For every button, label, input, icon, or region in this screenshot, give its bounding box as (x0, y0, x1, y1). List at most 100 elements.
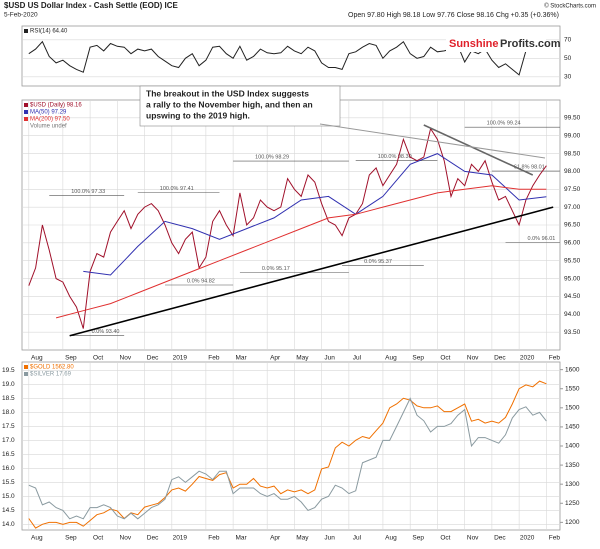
legend-entry: Volume undef (30, 124, 67, 130)
series-line (83, 153, 547, 276)
annotation-box (139, 85, 341, 127)
x-tick-label: Jun (324, 355, 335, 362)
fib-label: 0.0% 96.01 (528, 236, 556, 242)
legend-swatch (24, 110, 28, 114)
y-tick-label: 97.50 (564, 186, 581, 193)
y2-tick-label: 1550 (565, 385, 580, 392)
y-tick-label: 18.0 (2, 409, 15, 416)
x-tick-label: Aug (31, 535, 43, 542)
fib-label: 100.0% 98.29 (255, 155, 289, 161)
series-line (28, 397, 547, 520)
annotation-text: a rally to the November high, and then a… (146, 99, 313, 109)
legend-entry: MA(50) 97.29 (30, 110, 67, 116)
y-tick-label: 18.5 (2, 395, 15, 402)
x-tick-label: Aug (385, 535, 397, 542)
x-tick-label: Apr (270, 535, 281, 542)
legend-swatch (24, 103, 28, 107)
y-tick-label: 70 (564, 37, 572, 44)
y-tick-label: 95.50 (564, 257, 581, 264)
fib-label: 0.0% 95.37 (364, 259, 392, 265)
x-tick-label: Dec (147, 355, 159, 362)
y-tick-label: 93.50 (564, 329, 581, 336)
x-tick-label: Oct (93, 535, 103, 542)
fib-label: 61.8% 98.01 (514, 165, 545, 171)
x-tick-label: Feb (208, 535, 220, 542)
x-tick-label: Dec (494, 355, 506, 362)
x-tick-label: Feb (208, 355, 220, 362)
x-tick-label: Jul (353, 535, 362, 542)
x-tick-label: Feb (549, 355, 561, 362)
y-tick-label: 94.00 (564, 311, 581, 318)
x-tick-label: Oct (440, 535, 450, 542)
x-tick-label: Dec (494, 535, 506, 542)
fib-label: 100.0% 97.41 (160, 186, 194, 192)
y2-tick-label: 1200 (565, 519, 580, 526)
panel (21, 361, 561, 531)
annotation-arrow (319, 123, 546, 159)
y-tick-label: 16.5 (2, 451, 15, 458)
x-tick-label: Nov (120, 535, 132, 542)
y2-tick-label: 1500 (565, 405, 580, 412)
x-tick-label: Mar (236, 355, 248, 362)
y-tick-label: 50 (564, 55, 572, 62)
y-tick-label: 99.00 (564, 132, 581, 139)
x-tick-label: 2019 (173, 535, 188, 542)
x-tick-label: May (296, 535, 309, 542)
x-tick-label: Mar (236, 535, 248, 542)
fib-label: 100.0% 97.33 (71, 189, 105, 195)
fib-label: 100.0% 98.30 (378, 154, 412, 160)
y-tick-label: 30 (564, 73, 572, 80)
y2-tick-label: 1400 (565, 443, 580, 450)
y-tick-label: 17.5 (2, 423, 15, 430)
fib-label: 100.0% 99.24 (487, 121, 521, 127)
y-tick-label: 15.5 (2, 479, 15, 486)
panels: 30 50 70 RSI(14) 64.40 93.50 94.00 94.50 95.00 9… (2, 25, 581, 542)
y-tick-label: 98.00 (564, 168, 581, 175)
series-line (28, 127, 547, 329)
legend-swatch (24, 29, 28, 33)
y-tick-label: 99.50 (564, 115, 581, 122)
y-tick-label: 97.00 (564, 204, 581, 211)
legend-swatch (24, 372, 28, 376)
header-title: $USD US Dollar Index - Cash Settle (EOD)… (4, 1, 178, 10)
x-tick-label: Nov (120, 355, 132, 362)
y-tick-label: 19.5 (2, 367, 15, 374)
series-line (55, 185, 547, 319)
x-tick-label: Apr (270, 355, 281, 362)
x-tick-label: 2019 (173, 355, 188, 362)
annotation-text: The breakout in the USD Index suggests (146, 88, 309, 98)
fib-label: 0.0% 95.17 (262, 266, 290, 272)
x-tick-label: Aug (31, 355, 43, 362)
trendline (423, 124, 534, 176)
legend-swatch (24, 365, 28, 369)
y2-tick-label: 1250 (565, 500, 580, 507)
legend-swatch (24, 117, 28, 121)
logo-part: Sunshine (449, 38, 499, 50)
legend-entry: $SILVER 17.69 (30, 372, 72, 378)
header-source: © StockCharts.com (544, 3, 596, 10)
x-tick-label: Aug (385, 355, 397, 362)
x-tick-label: Sep (412, 355, 424, 362)
y-tick-label: 15.0 (2, 493, 15, 500)
y2-tick-label: 1300 (565, 481, 580, 488)
y-tick-label: 95.00 (564, 275, 581, 282)
x-tick-label: Sep (65, 535, 77, 542)
x-tick-label: 2020 (520, 355, 535, 362)
series-line (28, 380, 547, 529)
y-tick-label: 16.0 (2, 465, 15, 472)
x-tick-label: Nov (467, 355, 479, 362)
logo-box (446, 36, 546, 52)
x-tick-label: Jul (353, 355, 362, 362)
x-tick-label: Oct (440, 355, 450, 362)
legend-entry: $USD (Daily) 98.16 (30, 103, 82, 109)
x-tick-label: Jun (324, 535, 335, 542)
y2-tick-label: 1350 (565, 462, 580, 469)
trendline (69, 206, 554, 337)
legend-entry: RSI(14) 64.40 (30, 29, 68, 35)
fib-label: 0.0% 93.40 (92, 329, 120, 335)
legend-entry: MA(200) 97.50 (30, 117, 70, 123)
x-tick-label: Sep (65, 355, 77, 362)
y-tick-label: 14.5 (2, 507, 15, 514)
x-tick-label: Feb (549, 535, 561, 542)
